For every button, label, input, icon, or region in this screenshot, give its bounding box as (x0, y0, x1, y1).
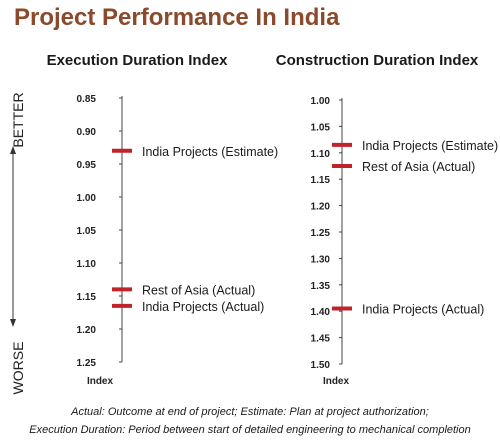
y-tick-label: 1.40 (311, 307, 331, 318)
y-tick-label: 1.10 (311, 149, 331, 160)
data-label: India Projects (Estimate) (362, 139, 498, 153)
direction-arrow-up-head (10, 146, 16, 154)
y-tick-label: 0.85 (77, 94, 97, 105)
data-label: India Projects (Estimate) (142, 145, 278, 159)
x-axis-label: Index (323, 376, 350, 387)
data-label: India Projects (Actual) (362, 303, 484, 317)
duration-index-charts: 0.85 0.90 0.95 1.00 1.05 1.10 1.15 1.20 1.25 Inde… (10, 94, 499, 387)
y-tick-label: 1.00 (311, 96, 331, 107)
y-tick-label: 1.15 (311, 175, 331, 186)
y-tick-label: 1.10 (77, 259, 97, 270)
y-tick-label: 1.25 (77, 358, 97, 369)
y-tick-label: 1.05 (77, 226, 97, 237)
x-axis-label: Index (87, 376, 114, 387)
y-tick-label: 0.90 (77, 127, 97, 138)
page-title: Project Performance In India (14, 4, 340, 31)
footnote-definitions: Actual: Outcome at end of project; Estim… (71, 406, 429, 418)
y-tick-label: 1.25 (311, 228, 331, 239)
y-tick-label: 1.15 (77, 292, 97, 303)
construction-chart-title: Construction Duration Index (275, 52, 479, 69)
y-tick-label: 0.95 (77, 160, 97, 171)
execution-duration-panel: 0.85 0.90 0.95 1.00 1.05 1.10 1.15 1.20 1.25 Inde… (77, 94, 279, 387)
y-tick-label: 1.30 (311, 254, 331, 265)
construction-duration-panel: 1.00 1.05 1.10 1.15 1.20 1.25 1.30 1.35 1.40 1.45… (311, 96, 499, 387)
y-tick-label: 1.20 (77, 325, 97, 336)
y-tick-label: 1.05 (311, 122, 331, 133)
data-label: India Projects (Actual) (142, 300, 264, 314)
y-tick-label: 1.50 (311, 360, 331, 371)
y-tick-label: 1.45 (311, 334, 331, 345)
y-tick-label: 1.35 (311, 281, 331, 292)
y-tick-label: 1.00 (77, 193, 97, 204)
execution-chart-title: Execution Duration Index (46, 52, 228, 69)
direction-arrow-down-head (10, 319, 16, 327)
y-tick-label: 1.20 (311, 202, 331, 213)
data-label: Rest of Asia (Actual) (142, 283, 255, 297)
direction-arrow (10, 146, 16, 327)
data-label: Rest of Asia (Actual) (362, 160, 475, 174)
footnote-execution-duration: Execution Duration: Period between start… (29, 424, 471, 436)
